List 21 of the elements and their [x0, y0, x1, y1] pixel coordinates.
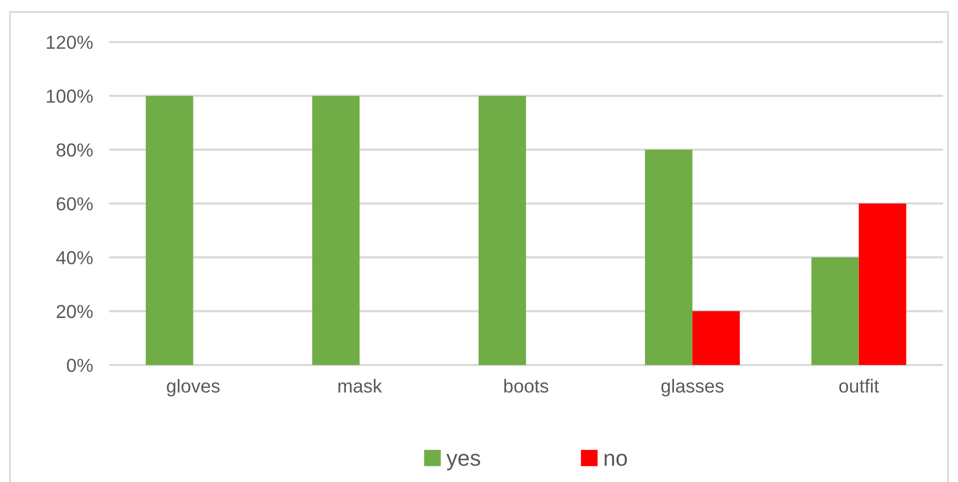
y-tick-label: 80% [56, 143, 93, 157]
x-tick-label: gloves [166, 378, 220, 396]
bar [858, 204, 906, 365]
x-tick-label: boots [504, 378, 548, 393]
y-tick-label: 60% [56, 197, 93, 210]
y-tick-label: 100% [46, 90, 93, 103]
bar [146, 96, 194, 365]
bar [312, 96, 360, 365]
y-tick-label: 20% [56, 304, 93, 318]
bar [478, 96, 526, 365]
y-tick-label: 120% [46, 36, 93, 49]
bar [644, 150, 692, 365]
y-tick-label: 40% [56, 251, 93, 264]
x-tick-label: outfit [839, 378, 879, 393]
x-tick-label: glasses [661, 378, 724, 396]
bar [811, 257, 859, 365]
legend-label: no [604, 454, 627, 466]
legend-label: yes [446, 454, 480, 470]
x-tick-label: mask [338, 378, 382, 393]
bar [692, 311, 740, 365]
y-tick-label: 0% [66, 358, 93, 372]
